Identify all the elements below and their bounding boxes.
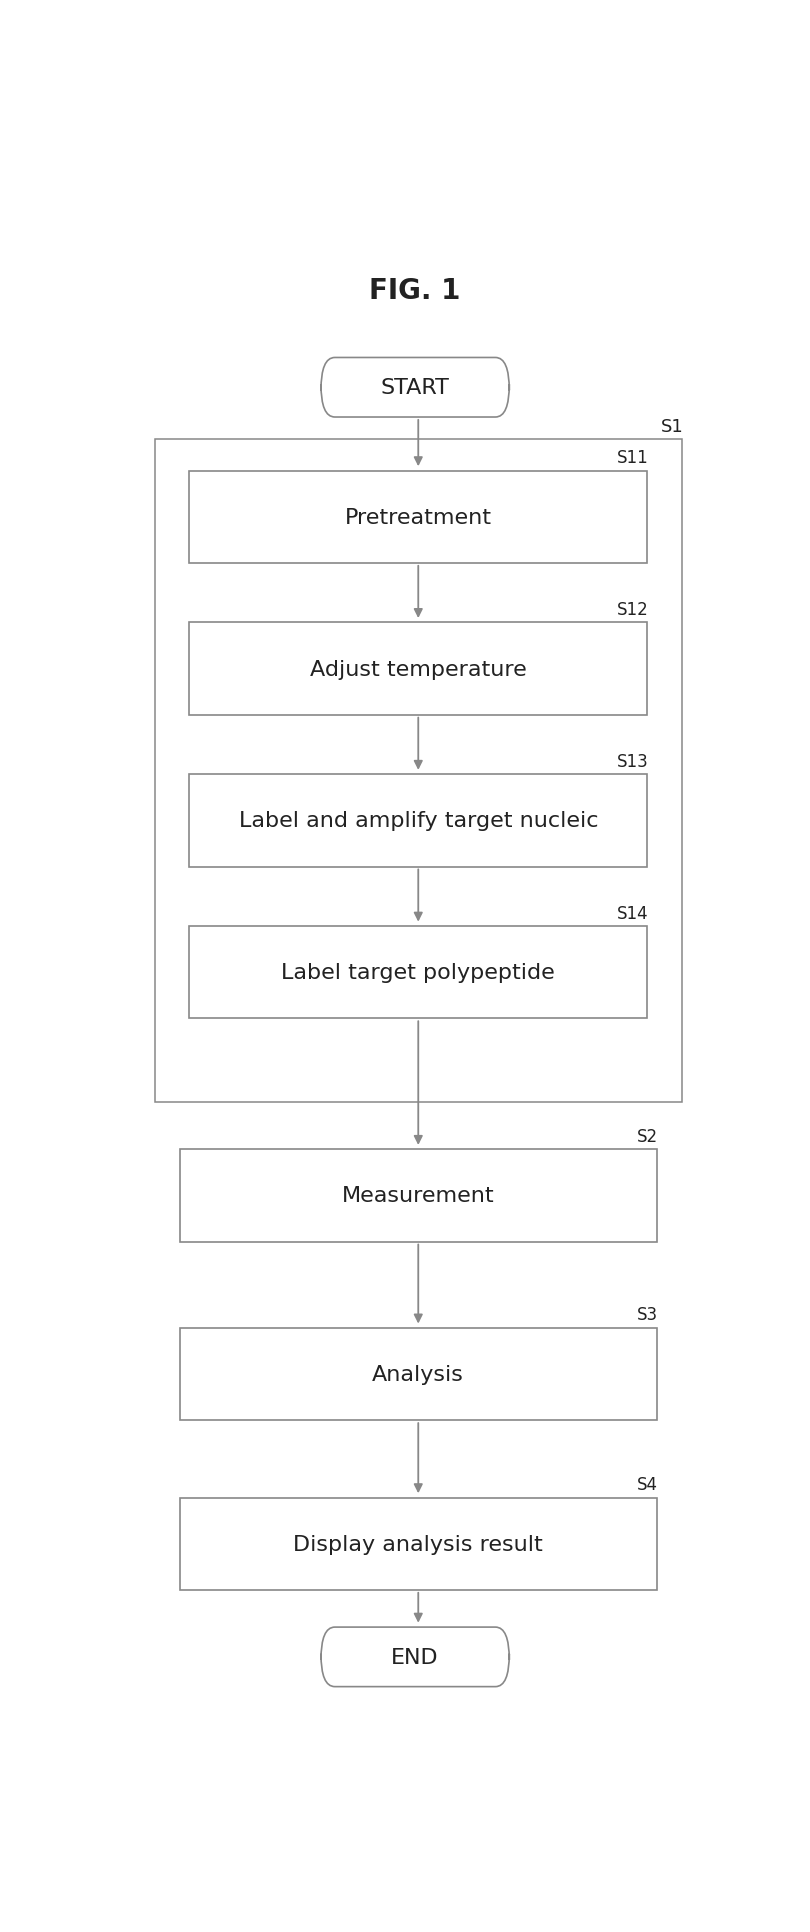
Bar xyxy=(189,624,647,715)
Bar xyxy=(155,440,682,1101)
Bar xyxy=(189,471,647,564)
Text: FIG. 1: FIG. 1 xyxy=(369,278,461,305)
Text: Measurement: Measurement xyxy=(342,1186,495,1206)
Text: S3: S3 xyxy=(637,1306,658,1323)
Text: S14: S14 xyxy=(617,904,649,922)
Text: Pretreatment: Pretreatment xyxy=(345,508,492,527)
Text: START: START xyxy=(381,379,450,398)
Text: Adjust temperature: Adjust temperature xyxy=(310,659,526,680)
Text: S2: S2 xyxy=(637,1126,658,1146)
Text: Label target polypeptide: Label target polypeptide xyxy=(281,962,555,983)
Text: S4: S4 xyxy=(637,1476,658,1493)
Text: Analysis: Analysis xyxy=(373,1364,464,1385)
Bar xyxy=(189,927,647,1018)
Text: Display analysis result: Display analysis result xyxy=(293,1534,544,1553)
Bar xyxy=(189,775,647,867)
Text: S11: S11 xyxy=(617,448,649,468)
FancyBboxPatch shape xyxy=(321,1627,509,1687)
Bar xyxy=(180,1327,657,1420)
Text: S13: S13 xyxy=(617,752,649,771)
Text: S1: S1 xyxy=(660,417,683,435)
Text: END: END xyxy=(391,1646,439,1667)
Bar xyxy=(180,1497,657,1590)
Text: S12: S12 xyxy=(617,601,649,618)
FancyBboxPatch shape xyxy=(321,357,509,417)
Bar xyxy=(180,1150,657,1242)
Text: Label and amplify target nucleic: Label and amplify target nucleic xyxy=(238,811,598,831)
